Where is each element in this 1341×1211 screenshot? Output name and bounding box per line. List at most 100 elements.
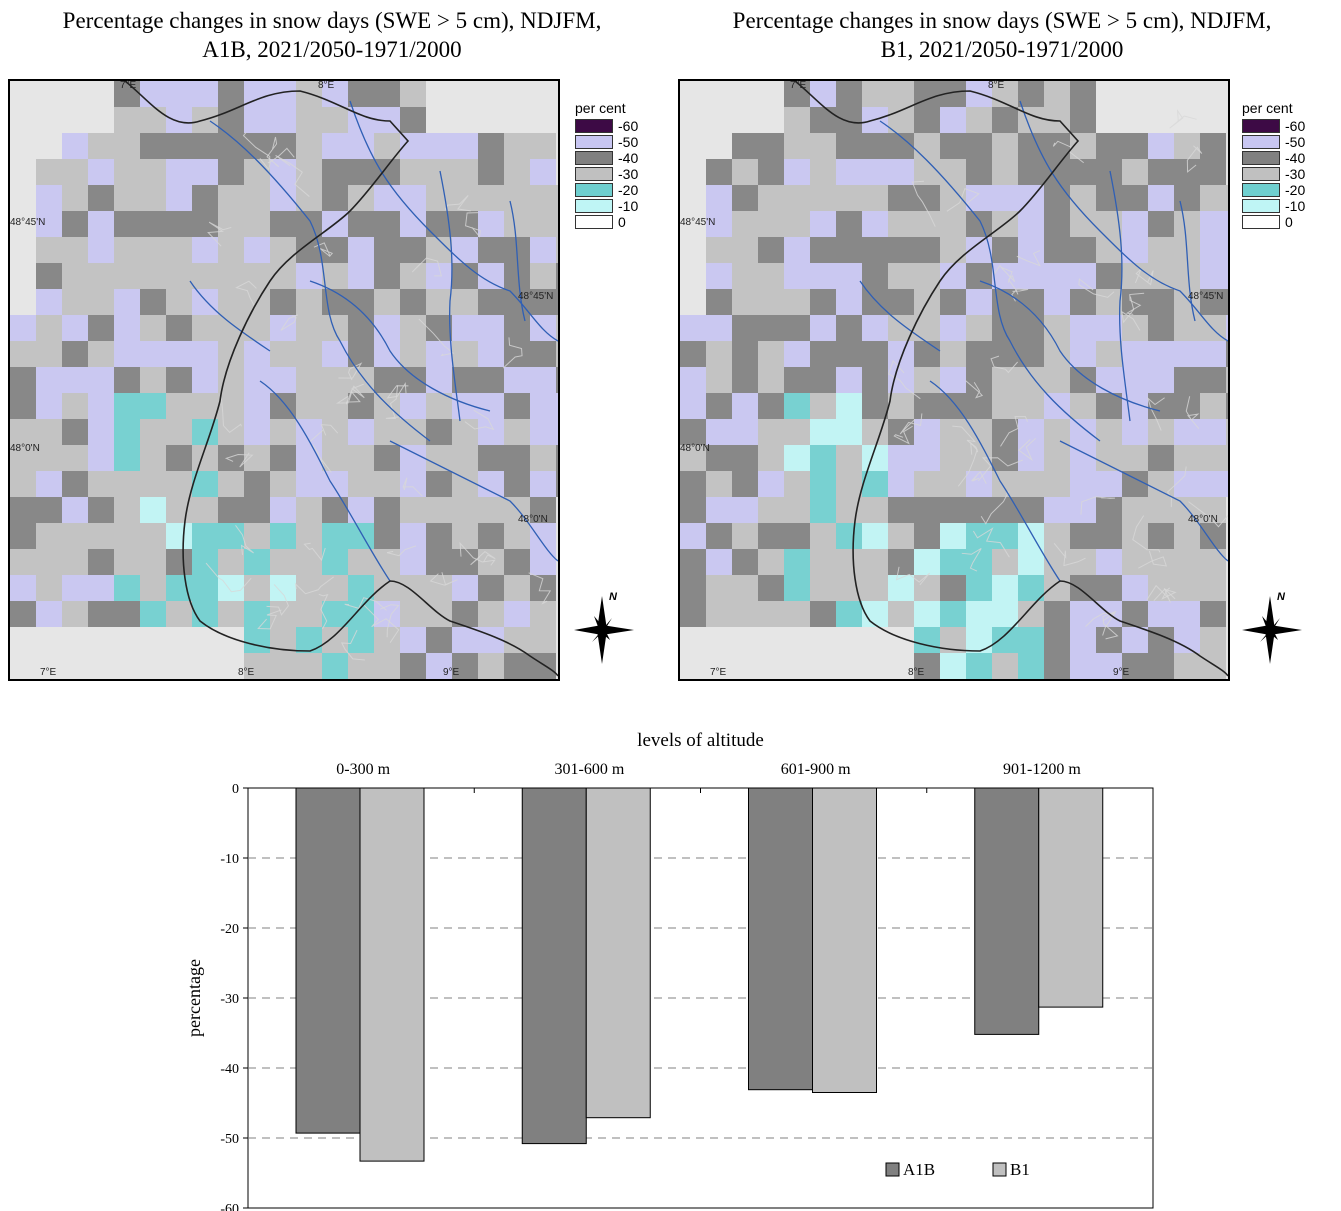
y-tick-label: -30	[220, 992, 239, 1007]
legend-item: -60	[575, 118, 638, 134]
map-top-lon-label: 8°E	[318, 80, 335, 91]
y-tick-label: -50	[220, 1132, 239, 1147]
legend-label: -20	[618, 182, 639, 198]
map-top-lon-label: 7°E	[790, 80, 807, 91]
legend-item: -50	[575, 134, 638, 150]
bar-a1b-3	[974, 787, 1040, 1035]
bar-a1b-1	[521, 787, 587, 1145]
legend-swatch	[575, 151, 613, 165]
map-panel-b1	[678, 79, 1230, 681]
y-tick-label: -20	[220, 922, 239, 937]
compass-north-label: N	[609, 591, 618, 603]
map-lon-label: 9°E	[443, 667, 460, 678]
legend-swatch	[575, 167, 613, 181]
legend-swatch	[575, 199, 613, 213]
bar-b1-3	[1038, 787, 1104, 1008]
map-raster	[10, 81, 558, 679]
chart-legend-label: B1	[1010, 1160, 1030, 1179]
legend-swatch	[1242, 183, 1280, 197]
legend-item: -40	[1242, 150, 1305, 166]
map-top-lon-label: 7°E	[120, 80, 137, 91]
map-raster	[680, 81, 1228, 679]
y-tick-label: -10	[220, 852, 239, 867]
legend-label: -60	[618, 118, 639, 134]
legend-item: 0	[1242, 214, 1305, 230]
bar-b1-2	[812, 787, 877, 1093]
legend-item: -10	[1242, 198, 1305, 214]
legend-label: -40	[618, 150, 639, 166]
map-right-lat-label: 48°0'N	[518, 514, 548, 525]
map-right-lat-label: 48°45'N	[518, 291, 554, 302]
legend-swatch	[575, 135, 613, 149]
bar-b1-0	[359, 787, 425, 1162]
map-lon-label: 7°E	[710, 667, 727, 678]
map-legend-b1: per cent -60 -50 -40 -30 -20 -10 0	[1242, 100, 1305, 230]
compass-rose-icon: N	[1240, 586, 1304, 670]
category-label: 601-900 m	[781, 761, 851, 778]
map-title-line1: Percentage changes in snow days (SWE > 5…	[732, 8, 1272, 33]
y-axis-label: percentage	[184, 959, 204, 1037]
map-lon-label: 8°E	[908, 667, 925, 678]
category-label: 0-300 m	[336, 761, 390, 778]
chart-title: levels of altitude	[637, 730, 764, 751]
map-title-b1: Percentage changes in snow days (SWE > 5…	[672, 6, 1332, 64]
chart-legend-swatch	[992, 1162, 1007, 1177]
map-title-line1: Percentage changes in snow days (SWE > 5…	[62, 8, 602, 33]
map-title-a1b: Percentage changes in snow days (SWE > 5…	[2, 6, 662, 64]
legend-item: -30	[575, 166, 638, 182]
legend-label: -60	[1285, 118, 1306, 134]
chart-legend-swatch	[885, 1162, 900, 1177]
legend-swatch	[575, 183, 613, 197]
compass-rose-icon: N	[572, 586, 636, 670]
legend-swatch	[575, 215, 613, 229]
map-panel-a1b	[8, 79, 560, 681]
legend-label: -50	[618, 134, 639, 150]
legend-swatch	[575, 119, 613, 133]
legend-item: -30	[1242, 166, 1305, 182]
legend-title: per cent	[1242, 100, 1293, 116]
y-tick-label: 0	[232, 782, 239, 797]
legend-label: -30	[1285, 166, 1306, 182]
altitude-bar-chart: levels of altitude 0 -10 -20 -30 -40 -50 -60 per…	[184, 730, 1154, 1211]
map-right-lat-label: 48°45'N	[1188, 291, 1224, 302]
legend-item: -20	[1242, 182, 1305, 198]
legend-item: -50	[1242, 134, 1305, 150]
legend-label: -10	[618, 198, 639, 214]
legend-swatch	[1242, 151, 1280, 165]
y-tick-label: -40	[220, 1062, 239, 1077]
legend-item: 0	[575, 214, 638, 230]
bar-a1b-2	[748, 787, 813, 1091]
legend-item: -60	[1242, 118, 1305, 134]
map-lon-label: 7°E	[40, 667, 57, 678]
compass-north-label: N	[1277, 591, 1286, 603]
map-lat-label: 48°0'N	[10, 443, 40, 454]
y-tick-label: -60	[220, 1202, 239, 1211]
legend-swatch	[1242, 135, 1280, 149]
legend-label: -20	[1285, 182, 1306, 198]
legend-label: -50	[1285, 134, 1306, 150]
legend-label: -40	[1285, 150, 1306, 166]
legend-label: -30	[618, 166, 639, 182]
legend-swatch	[1242, 167, 1280, 181]
legend-label: 0	[618, 214, 626, 230]
legend-label: 0	[1285, 214, 1293, 230]
map-lat-label: 48°45'N	[10, 217, 46, 228]
map-lon-label: 8°E	[238, 667, 255, 678]
map-lat-label: 48°45'N	[680, 217, 716, 228]
chart-legend-label: A1B	[903, 1160, 935, 1179]
category-label: 301-600 m	[554, 761, 624, 778]
map-title-line2: A1B, 2021/2050-1971/2000	[202, 37, 462, 62]
map-legend-a1b: per cent -60 -50 -40 -30 -20 -10 0	[575, 100, 638, 230]
legend-label: -10	[1285, 198, 1306, 214]
legend-item: -20	[575, 182, 638, 198]
bar-a1b-0	[295, 787, 361, 1134]
legend-swatch	[1242, 215, 1280, 229]
legend-title: per cent	[575, 100, 626, 116]
map-lon-label: 9°E	[1113, 667, 1130, 678]
map-right-lat-label: 48°0'N	[1188, 514, 1218, 525]
legend-swatch	[1242, 199, 1280, 213]
map-title-line2: B1, 2021/2050-1971/2000	[880, 37, 1124, 62]
bar-b1-1	[585, 787, 651, 1119]
category-label: 901-1200 m	[1003, 761, 1081, 778]
legend-swatch	[1242, 119, 1280, 133]
